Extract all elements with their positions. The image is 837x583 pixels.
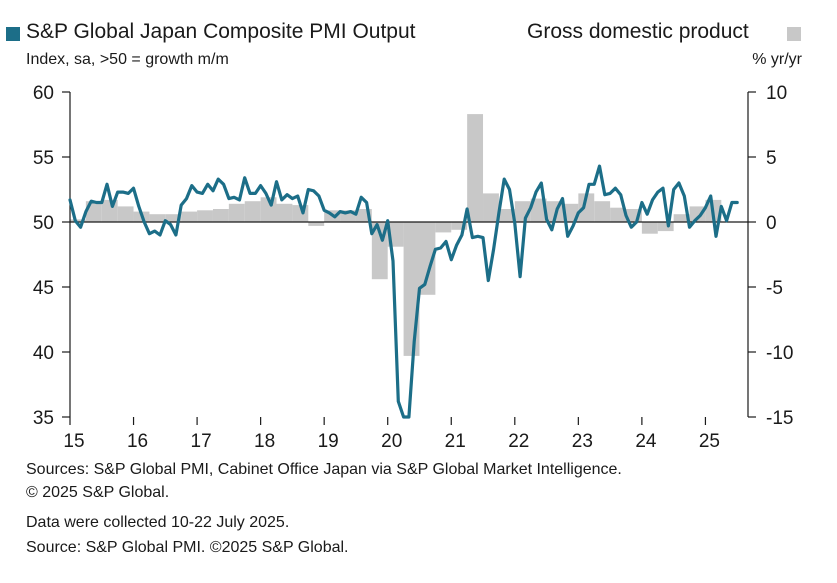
gdp-bar <box>419 222 436 295</box>
gdp-bar <box>228 203 245 222</box>
x-tick-label: 20 <box>381 431 402 452</box>
gdp-legend-swatch <box>787 27 801 41</box>
gdp-bar <box>149 214 166 222</box>
left-axis-subtitle: Index, sa, >50 = growth m/m <box>26 51 229 68</box>
gdp-bar <box>451 222 468 230</box>
gdp-bar <box>181 211 198 222</box>
left-tick-label: 50 <box>33 213 54 234</box>
gdp-bar <box>212 209 229 222</box>
gdp-bar <box>340 210 356 222</box>
x-tick-label: 19 <box>318 431 339 452</box>
gdp-bar <box>308 222 325 226</box>
x-tick-label: 23 <box>572 431 593 452</box>
gdp-bar <box>244 201 261 222</box>
gdp-bar <box>117 206 134 222</box>
gdp-bar <box>197 210 213 222</box>
gdp-bar <box>498 209 515 222</box>
gdp-bar <box>467 114 484 222</box>
gdp-bars <box>70 114 738 356</box>
x-tick-label: 25 <box>699 431 720 452</box>
x-tick-label: 17 <box>191 431 212 452</box>
gdp-bar <box>530 198 547 222</box>
x-axis-ticks: 15 16 17 18 19 20 21 22 23 24 25 <box>63 417 720 452</box>
x-tick-label: 21 <box>445 431 466 452</box>
gdp-bar <box>689 206 706 222</box>
footer-source: Source: S&P Global PMI. ©2025 S&P Global… <box>26 539 349 556</box>
left-tick-label: 40 <box>33 343 54 364</box>
right-tick-label: 10 <box>766 83 787 104</box>
x-tick-label: 18 <box>254 431 275 452</box>
right-tick-label: -5 <box>766 278 783 299</box>
left-tick-label: 45 <box>33 278 54 299</box>
gdp-bar <box>483 193 499 222</box>
gdp-bar <box>610 207 626 222</box>
x-tick-label: 16 <box>127 431 148 452</box>
x-tick-label: 22 <box>508 431 529 452</box>
right-tick-label: -10 <box>766 343 793 364</box>
left-tick-label: 55 <box>33 148 54 169</box>
x-tick-label: 15 <box>63 431 84 452</box>
gdp-legend-label: Gross domestic product <box>527 20 749 43</box>
left-tick-label: 35 <box>33 408 54 429</box>
right-axis-subtitle: % yr/yr <box>752 51 802 68</box>
gdp-bar <box>435 222 452 233</box>
gdp-bar <box>594 201 611 222</box>
footer-data-collected: Data were collected 10-22 July 2025. <box>26 514 290 531</box>
x-tick-label: 24 <box>635 431 657 452</box>
gdp-bar <box>657 222 674 232</box>
gdp-bar <box>403 222 420 356</box>
gdp-bar <box>165 214 182 222</box>
footer-sources: Sources: S&P Global PMI, Cabinet Office … <box>26 461 622 478</box>
left-axis-ticks: 60 55 50 45 40 35 <box>33 83 70 429</box>
gdp-bar <box>578 193 595 222</box>
right-tick-label: 5 <box>766 148 777 169</box>
pmi-legend-swatch <box>6 27 20 41</box>
pmi-legend-label: S&P Global Japan Composite PMI Output <box>26 20 416 43</box>
left-tick-label: 60 <box>33 83 54 104</box>
footer-copyright: © 2025 S&P Global. <box>26 484 170 501</box>
gdp-bar <box>641 222 658 234</box>
right-axis-ticks: 10 5 0 -5 -10 -15 <box>748 83 793 429</box>
right-tick-label: 0 <box>766 213 777 234</box>
gdp-bar <box>70 219 86 222</box>
gdp-bar <box>276 203 293 222</box>
right-tick-label: -15 <box>766 408 793 429</box>
gdp-bar <box>673 214 690 222</box>
pmi-line <box>68 164 739 419</box>
